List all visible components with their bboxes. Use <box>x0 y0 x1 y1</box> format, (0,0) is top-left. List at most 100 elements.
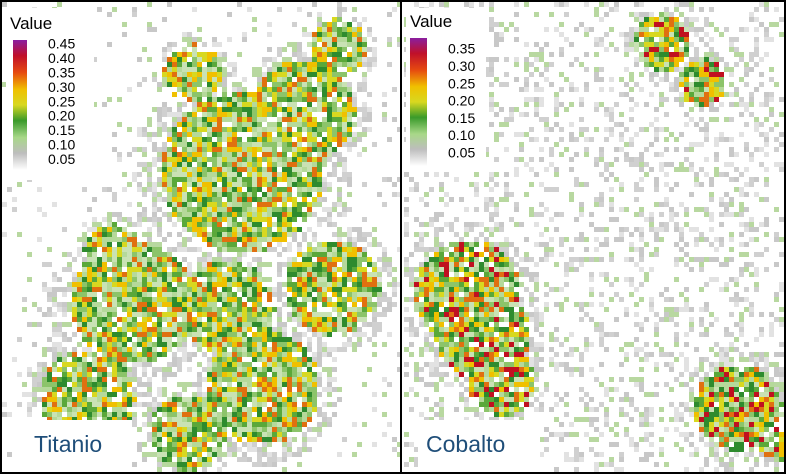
heat-pixel <box>182 462 187 467</box>
heat-pixel <box>489 392 494 397</box>
heat-pixel <box>187 67 192 72</box>
heat-pixel <box>182 72 187 77</box>
heat-pixel <box>62 312 67 317</box>
heat-pixel <box>177 262 182 267</box>
heat-pixel <box>237 252 242 257</box>
heat-pixel <box>252 407 257 412</box>
heat-pixel <box>227 142 232 147</box>
heat-pixel <box>202 287 207 292</box>
heat-pixel <box>227 342 232 347</box>
heat-pixel <box>302 357 307 362</box>
heat-pixel <box>509 402 514 407</box>
heat-pixel <box>197 347 202 352</box>
heat-pixel <box>127 287 132 292</box>
heat-pixel <box>277 197 282 202</box>
heat-pixel <box>77 307 82 312</box>
heat-pixel <box>252 427 257 432</box>
heat-pixel <box>489 352 494 357</box>
heat-pixel <box>87 317 92 322</box>
heat-pixel <box>232 302 237 307</box>
heat-pixel <box>192 47 197 52</box>
heat-pixel <box>257 67 262 72</box>
heat-pixel <box>157 167 162 172</box>
heat-pixel <box>282 412 287 417</box>
heat-pixel <box>287 232 292 237</box>
heat-pixel <box>387 267 392 272</box>
heat-pixel <box>444 312 449 317</box>
heat-pixel <box>237 367 242 372</box>
heat-pixel <box>152 217 157 222</box>
heat-pixel <box>362 112 367 117</box>
heat-pixel <box>242 372 247 377</box>
heat-pixel <box>207 112 212 117</box>
heat-pixel <box>352 52 357 57</box>
heat-pixel <box>287 167 292 172</box>
heat-pixel <box>449 307 454 312</box>
heat-pixel <box>207 272 212 277</box>
heat-pixel <box>107 237 112 242</box>
heat-pixel <box>352 17 357 22</box>
heat-pixel <box>362 72 367 77</box>
heat-pixel <box>484 332 489 337</box>
heat-pixel <box>127 377 132 382</box>
heat-pixel <box>47 412 52 417</box>
heat-pixel <box>177 67 182 72</box>
heat-pixel <box>27 322 32 327</box>
heat-pixel <box>484 317 489 322</box>
heat-pixel <box>307 377 312 382</box>
heat-pixel <box>202 102 207 107</box>
heat-pixel <box>317 97 322 102</box>
heat-pixel <box>297 182 302 187</box>
heat-pixel <box>97 222 102 227</box>
heat-pixel <box>429 382 434 387</box>
heat-pixel <box>267 377 272 382</box>
heat-pixel <box>57 367 62 372</box>
heat-pixel <box>247 362 252 367</box>
heat-pixel <box>192 307 197 312</box>
heat-pixel <box>112 412 117 417</box>
heat-pixel <box>434 262 439 267</box>
heat-pixel <box>252 382 257 387</box>
heat-pixel <box>297 302 302 307</box>
heat-pixel <box>337 287 342 292</box>
heat-pixel <box>212 397 217 402</box>
heat-pixel <box>227 102 232 107</box>
heat-pixel <box>97 387 102 392</box>
heat-pixel <box>372 327 377 332</box>
heat-pixel <box>97 302 102 307</box>
heat-pixel <box>287 427 292 432</box>
heat-pixel <box>262 212 267 217</box>
heat-pixel <box>117 417 122 422</box>
heat-pixel <box>317 242 322 247</box>
heat-pixel <box>484 227 489 232</box>
heat-pixel <box>247 172 252 177</box>
heat-pixel <box>237 347 242 352</box>
heat-pixel <box>429 347 434 352</box>
heat-pixel <box>267 202 272 207</box>
heat-pixel <box>187 357 192 362</box>
heat-pixel <box>77 312 82 317</box>
heat-pixel <box>157 427 162 432</box>
heat-pixel <box>117 217 122 222</box>
heat-pixel <box>247 102 252 107</box>
heat-pixel <box>102 262 107 267</box>
heat-pixel <box>322 197 327 202</box>
heat-pixel <box>172 327 177 332</box>
heat-pixel <box>444 287 449 292</box>
heat-pixel <box>464 307 469 312</box>
heat-pixel <box>327 22 332 27</box>
heat-pixel <box>167 287 172 292</box>
heat-pixel <box>147 237 152 242</box>
heat-pixel <box>272 292 277 297</box>
heat-pixel <box>137 277 142 282</box>
heat-pixel <box>117 362 122 367</box>
heat-pixel <box>157 182 162 187</box>
heat-pixel <box>372 227 377 232</box>
heat-pixel <box>262 397 267 402</box>
heat-pixel <box>347 112 352 117</box>
heat-pixel <box>247 432 252 437</box>
heat-pixel <box>97 337 102 342</box>
heat-pixel <box>192 142 197 147</box>
heat-pixel <box>287 212 292 217</box>
heat-pixel <box>232 232 237 237</box>
